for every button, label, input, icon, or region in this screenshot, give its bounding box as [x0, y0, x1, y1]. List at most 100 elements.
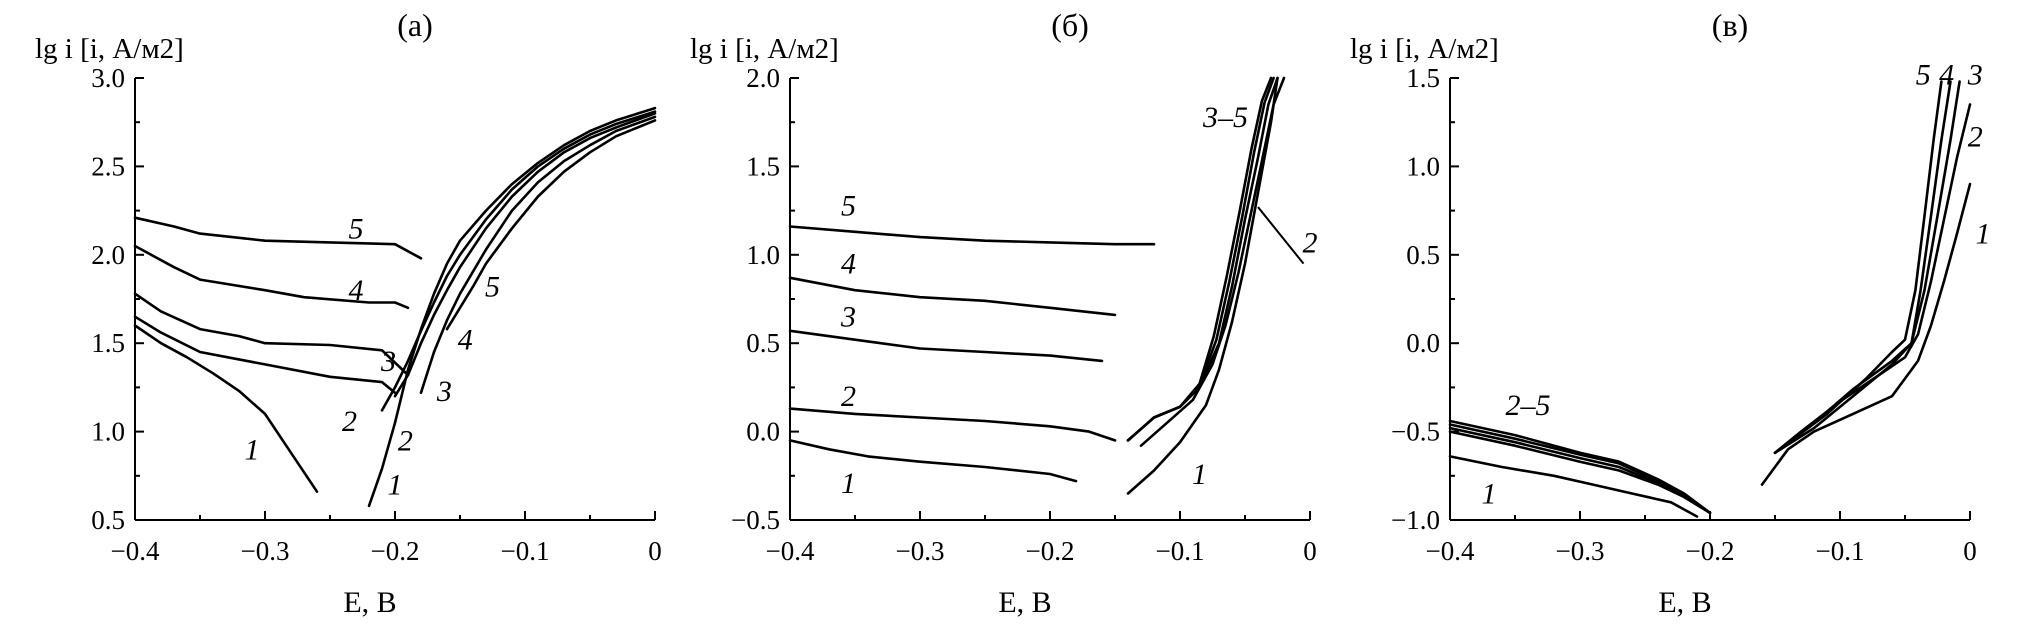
x-tick-label: −0.3	[1556, 536, 1605, 566]
curve-label: 2–5	[1506, 389, 1551, 422]
panel-label: (б)	[1051, 7, 1089, 43]
panel-label: (а)	[397, 7, 433, 43]
x-axis-label: E, В	[1658, 586, 1711, 619]
x-tick-label: −0.3	[241, 536, 290, 566]
curve-label: 2	[1303, 226, 1318, 259]
x-tick-label: −0.3	[896, 536, 945, 566]
curve-label: 1	[1482, 477, 1497, 510]
panel-c: −1.0 −0.5 0.0 0.5 1.0 1.5 −0.4 −0.3 −0.2 −0.1 0 lg …	[1350, 7, 1991, 619]
curve-label: 4	[841, 248, 856, 281]
series-line-3-cathodic	[1448, 426, 1712, 515]
series-line-3-anodic	[1773, 80, 1961, 455]
panel-a: 0.5 1.0 1.5 2.0 2.5 3.0 −0.4 −0.3 −0.2 −0.1 0 lg i …	[35, 7, 662, 619]
series-line-5-cathodic	[1448, 419, 1712, 515]
y-tick-label: 2.5	[91, 151, 125, 181]
y-tick-label: 3.0	[91, 63, 125, 93]
panel-b: −0.5 0.0 0.5 1.0 1.5 2.0 −0.4 −0.3 −0.2 −0.1 0 lg i…	[690, 7, 1318, 619]
series-line-4-cathodic	[788, 276, 1117, 317]
x-tick-label: −0.2	[1026, 536, 1075, 566]
curve-label: 5	[1916, 58, 1931, 91]
y-tick-label: −0.5	[1391, 417, 1440, 447]
series-line-5-anodic	[1126, 76, 1273, 442]
y-tick-label: 0.5	[91, 505, 125, 535]
y-tick-label: 2.0	[746, 63, 780, 93]
y-tick-label: 0.0	[1406, 328, 1440, 358]
series-line-2-cathodic	[133, 315, 397, 394]
series-line-1-anodic	[367, 106, 657, 508]
series-line-1-cathodic	[133, 324, 319, 493]
x-tick-label: −0.2	[1686, 536, 1735, 566]
curve-label: 5	[485, 271, 500, 304]
x-tick-label: 0	[1963, 536, 1977, 566]
curve-label: 5	[841, 189, 856, 222]
panel-label: (в)	[1712, 7, 1748, 43]
y-tick-label: 0.0	[746, 417, 780, 447]
series-line-1-anodic	[1126, 76, 1279, 495]
x-tick-label: 0	[1303, 536, 1317, 566]
x-tick-label: −0.1	[1816, 536, 1865, 566]
series-line-3-anodic	[393, 112, 657, 398]
series-line-3-cathodic	[788, 329, 1104, 363]
series-line-4-anodic	[1773, 80, 1952, 455]
x-tick-label: −0.1	[501, 536, 550, 566]
series-line-5-anodic	[445, 119, 657, 331]
y-tick-label: 1.0	[1406, 151, 1440, 181]
series-line-2-cathodic	[1448, 430, 1712, 515]
series-line-1-anodic	[1760, 182, 1972, 486]
y-tick-label: 2.0	[91, 240, 125, 270]
series-line-4-cathodic	[133, 244, 410, 310]
series-line-5-anodic	[1773, 80, 1943, 455]
x-tick-label: −0.2	[371, 536, 420, 566]
curve-label: 1	[841, 467, 856, 500]
curve-label: 5	[349, 212, 364, 245]
curve-label: 1	[245, 433, 260, 466]
series-line-2-anodic	[1139, 76, 1286, 447]
curve-label: 4	[349, 274, 364, 307]
y-tick-label: 1.0	[91, 417, 125, 447]
y-tick-label: −0.5	[731, 505, 780, 535]
series-line-5-cathodic	[133, 216, 423, 260]
curve-label: 4	[458, 324, 473, 357]
x-axis-label: E, В	[343, 586, 396, 619]
curve-label: 2	[1968, 120, 1983, 153]
curve-label: 2	[841, 380, 856, 413]
curve-label: 1	[1192, 458, 1207, 491]
series-line-3-cathodic	[133, 292, 410, 377]
x-tick-label: 0	[648, 536, 662, 566]
y-axis-label: lg i [i, А/м2]	[1350, 33, 1499, 65]
curve-label: 2	[398, 424, 413, 457]
leader-line	[1257, 206, 1305, 265]
y-tick-label: 0.5	[746, 328, 780, 358]
y-tick-label: 1.0	[746, 240, 780, 270]
series-line-2-anodic	[380, 110, 657, 412]
x-tick-label: −0.4	[766, 536, 815, 566]
x-tick-label: −0.4	[1426, 536, 1475, 566]
y-tick-label: 0.5	[1406, 240, 1440, 270]
series-line-1-cathodic	[788, 439, 1078, 483]
curve-label: 3	[1967, 58, 1983, 91]
series-line-2-cathodic	[788, 407, 1117, 442]
x-tick-label: −0.4	[111, 536, 160, 566]
series-line-1-cathodic	[1448, 455, 1699, 518]
curve-label: 4	[1939, 58, 1954, 91]
curve-label: 2	[342, 405, 357, 438]
series-line-2-anodic	[1773, 103, 1972, 455]
y-tick-label: 1.5	[91, 328, 125, 358]
curve-label: 3–5	[1202, 101, 1248, 134]
y-tick-label: 1.5	[1406, 63, 1440, 93]
y-axis-label: lg i [i, А/м2]	[690, 33, 839, 65]
curve-label: 3	[840, 301, 856, 334]
series-line-5-cathodic	[788, 225, 1156, 246]
x-axis-label: E, В	[998, 586, 1051, 619]
y-tick-label: 1.5	[746, 151, 780, 181]
x-tick-label: −0.1	[1156, 536, 1205, 566]
curve-label: 3	[436, 375, 452, 408]
y-tick-label: −1.0	[1391, 505, 1440, 535]
y-axis-label: lg i [i, А/м2]	[35, 33, 184, 65]
curve-label: 1	[388, 469, 403, 502]
curve-label: 3	[380, 345, 396, 378]
series-line-4-anodic	[419, 115, 657, 394]
curve-label: 1	[1976, 218, 1991, 251]
